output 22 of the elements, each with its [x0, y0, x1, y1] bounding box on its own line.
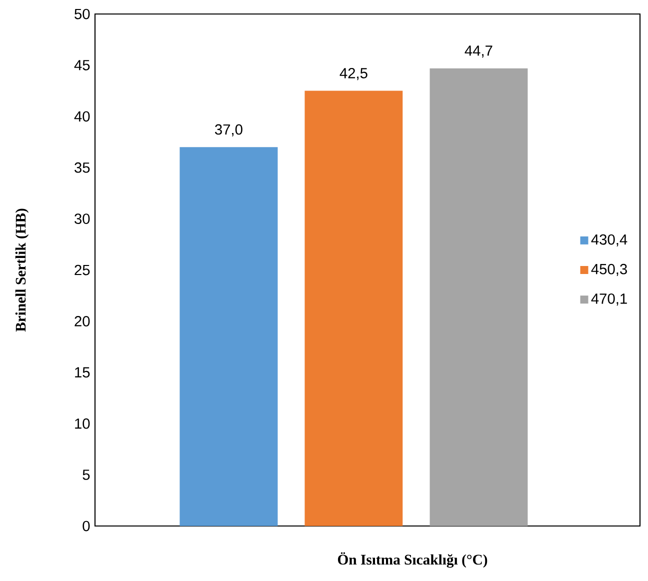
legend-label: 450,3 — [591, 264, 627, 276]
legend-label: 470,1 — [591, 293, 627, 306]
y-tick-label: 15 — [75, 367, 90, 378]
legend-label: 430,4 — [591, 234, 628, 246]
y-tick-label: 50 — [74, 8, 90, 20]
data-label: 44,7 — [464, 46, 492, 58]
y-tick-label: 0 — [82, 520, 90, 532]
y-axis-title: Brinell Sertlik (HB) — [15, 208, 29, 332]
bar — [180, 147, 278, 526]
y-tick-label: 45 — [74, 60, 90, 70]
y-tick-label: 20 — [74, 316, 90, 326]
y-tick-label: 35 — [74, 162, 90, 173]
data-label: 37,0 — [214, 124, 242, 136]
y-tick-label: 30 — [74, 214, 90, 224]
x-axis-title: Ön Isıtma Sıcaklığı (°C) — [338, 552, 488, 568]
y-tick-label: 25 — [74, 264, 90, 276]
bar — [304, 90, 403, 526]
y-tick-label: 5 — [82, 470, 90, 480]
y-tick-label: 10 — [75, 418, 90, 429]
data-label: 42,5 — [340, 68, 368, 80]
y-tick-label: 40 — [74, 111, 90, 122]
bar — [430, 68, 528, 526]
